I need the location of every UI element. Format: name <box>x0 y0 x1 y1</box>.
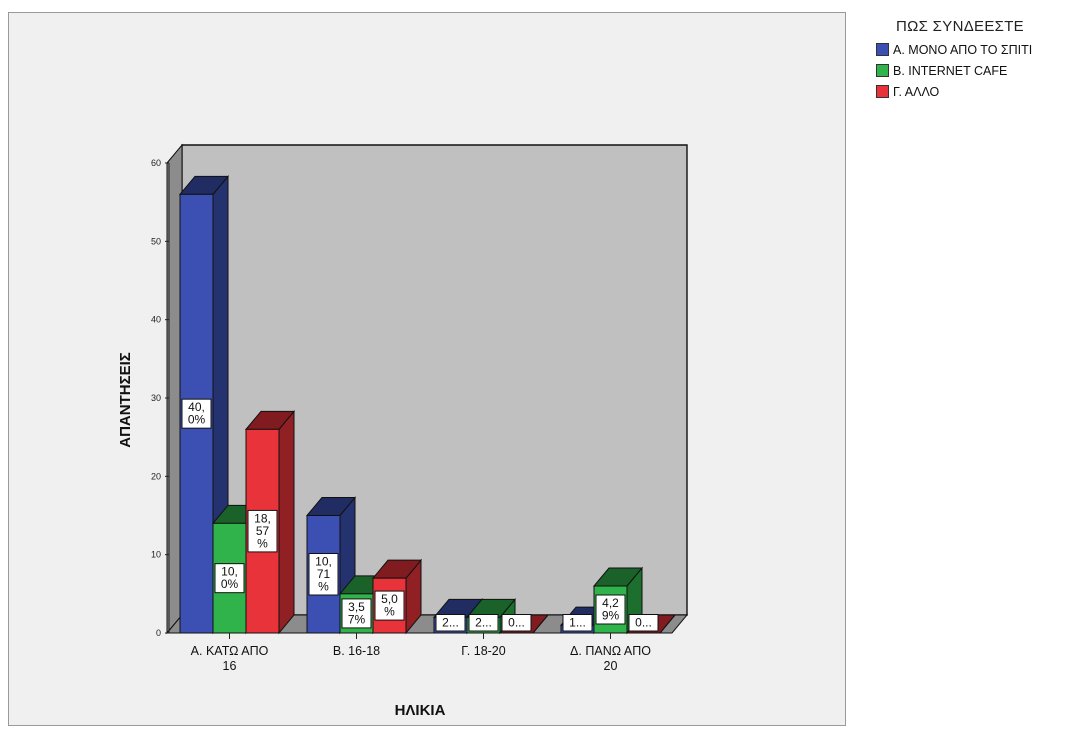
y-axis-title: ΑΠΑΝΤΗΣΕΙΣ <box>117 352 134 448</box>
data-label: 1... <box>569 616 586 630</box>
data-label-box <box>181 398 212 429</box>
data-label: % <box>318 580 329 594</box>
data-label: 10, <box>315 555 332 569</box>
data-label: 3,5 <box>348 600 365 614</box>
legend-label: Β. INTERNET CAFE <box>893 63 1008 78</box>
legend-item-series-1: Β. INTERNET CAFE <box>876 60 1076 81</box>
bar-chart: 0102030405060ΑΠΑΝΤΗΣΕΙΣΗΛΙΚΙΑ40,0%10,0%1… <box>117 143 689 719</box>
x-tick-label: Γ. 18-20 <box>461 644 505 658</box>
y-tick-label: 20 <box>151 471 161 481</box>
data-label-box <box>628 614 659 632</box>
y-tick-label: 40 <box>151 315 161 325</box>
data-label-box <box>435 614 466 632</box>
data-label-box <box>341 598 372 629</box>
y-tick-label: 60 <box>151 158 161 168</box>
x-tick-label: Β. 16-18 <box>333 644 380 658</box>
y-tick-label: 10 <box>151 550 161 560</box>
data-label-box <box>374 590 405 621</box>
x-tick-label: Α. ΚΑΤΩ ΑΠΟ <box>191 644 269 658</box>
data-label-box <box>214 563 245 594</box>
data-label: 5,0 <box>381 592 398 606</box>
x-tick-label: Δ. ΠΑΝΩ ΑΠΟ <box>570 644 651 658</box>
chart-frame: 0 10 20 30 40 50 60 ΑΠΑΝΤΗΣΕΙΣ ΗΛΙΚΙΑ 40, 0% 10, 0% 1… <box>8 12 846 726</box>
data-label: 71 <box>317 567 331 581</box>
y-tick-label: 0 <box>156 628 161 638</box>
x-axis-title: ΗΛΙΚΙΑ <box>395 702 446 719</box>
data-label-box <box>501 614 532 632</box>
legend: ΠΩΣ ΣΥΝΔΕΕΣΤΕ Α. ΜΟΝΟ ΑΠΟ ΤΟ ΣΠΙΤΙ Β. IN… <box>876 18 1076 102</box>
data-label: 40, <box>188 400 205 414</box>
data-label: % <box>384 605 395 619</box>
legend-label: Γ. ΑΛΛΟ <box>893 84 940 99</box>
data-label: 2... <box>442 616 459 630</box>
data-label: 57 <box>256 524 270 538</box>
data-label-box <box>247 509 278 553</box>
y-tick-label: 50 <box>151 236 161 246</box>
data-label-box <box>308 553 339 596</box>
legend-item-series-2: Γ. ΑΛΛΟ <box>876 81 1076 102</box>
data-label: 18, <box>254 511 271 525</box>
data-label: 4,2 <box>602 596 619 610</box>
data-label: 0... <box>635 616 652 630</box>
data-label: 0% <box>221 577 239 591</box>
data-label: 0... <box>508 616 525 630</box>
x-tick-label: 16 <box>223 659 237 673</box>
data-label-box <box>595 594 626 625</box>
data-label: % <box>257 536 268 550</box>
data-label: 7% <box>348 612 366 626</box>
data-label-box <box>468 614 499 632</box>
data-label: 2... <box>475 616 492 630</box>
legend-item-series-0: Α. ΜΟΝΟ ΑΠΟ ΤΟ ΣΠΙΤΙ <box>876 39 1076 60</box>
legend-title: ΠΩΣ ΣΥΝΔΕΕΣΤΕ <box>896 18 1024 35</box>
data-label: 0% <box>188 413 206 427</box>
legend-swatch <box>876 64 889 77</box>
legend-swatch <box>876 43 889 56</box>
data-label-box <box>562 614 593 632</box>
data-label: 9% <box>602 609 620 623</box>
x-tick-label: 20 <box>604 659 618 673</box>
data-label: 10, <box>221 565 238 579</box>
bar-side <box>278 409 295 635</box>
legend-swatch <box>876 85 889 98</box>
legend-label: Α. ΜΟΝΟ ΑΠΟ ΤΟ ΣΠΙΤΙ <box>893 42 1033 57</box>
y-tick-label: 30 <box>151 393 161 403</box>
